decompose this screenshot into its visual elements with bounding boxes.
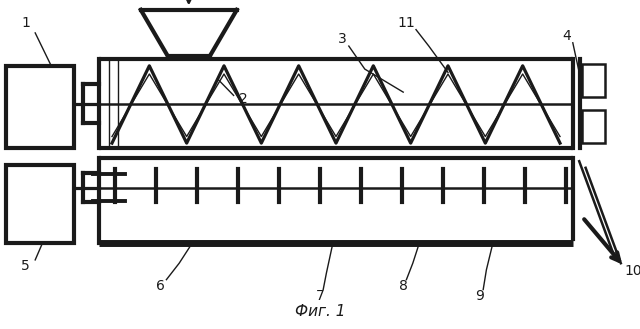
Bar	[582, 64, 605, 97]
Text: 4: 4	[562, 29, 571, 43]
Text: 8: 8	[399, 279, 408, 293]
Bar	[582, 110, 605, 143]
Text: 9: 9	[476, 289, 484, 303]
Text: 7: 7	[316, 289, 324, 303]
Bar	[6, 164, 74, 243]
Text: 5: 5	[21, 260, 30, 273]
Text: 10: 10	[624, 265, 640, 278]
Bar	[6, 66, 74, 148]
Text: 6: 6	[156, 279, 164, 293]
Text: 1: 1	[21, 16, 30, 30]
Text: 2: 2	[239, 92, 248, 106]
Text: 11: 11	[397, 16, 415, 30]
Text: Фиг. 1: Фиг. 1	[295, 304, 345, 319]
Text: 3: 3	[338, 33, 347, 46]
